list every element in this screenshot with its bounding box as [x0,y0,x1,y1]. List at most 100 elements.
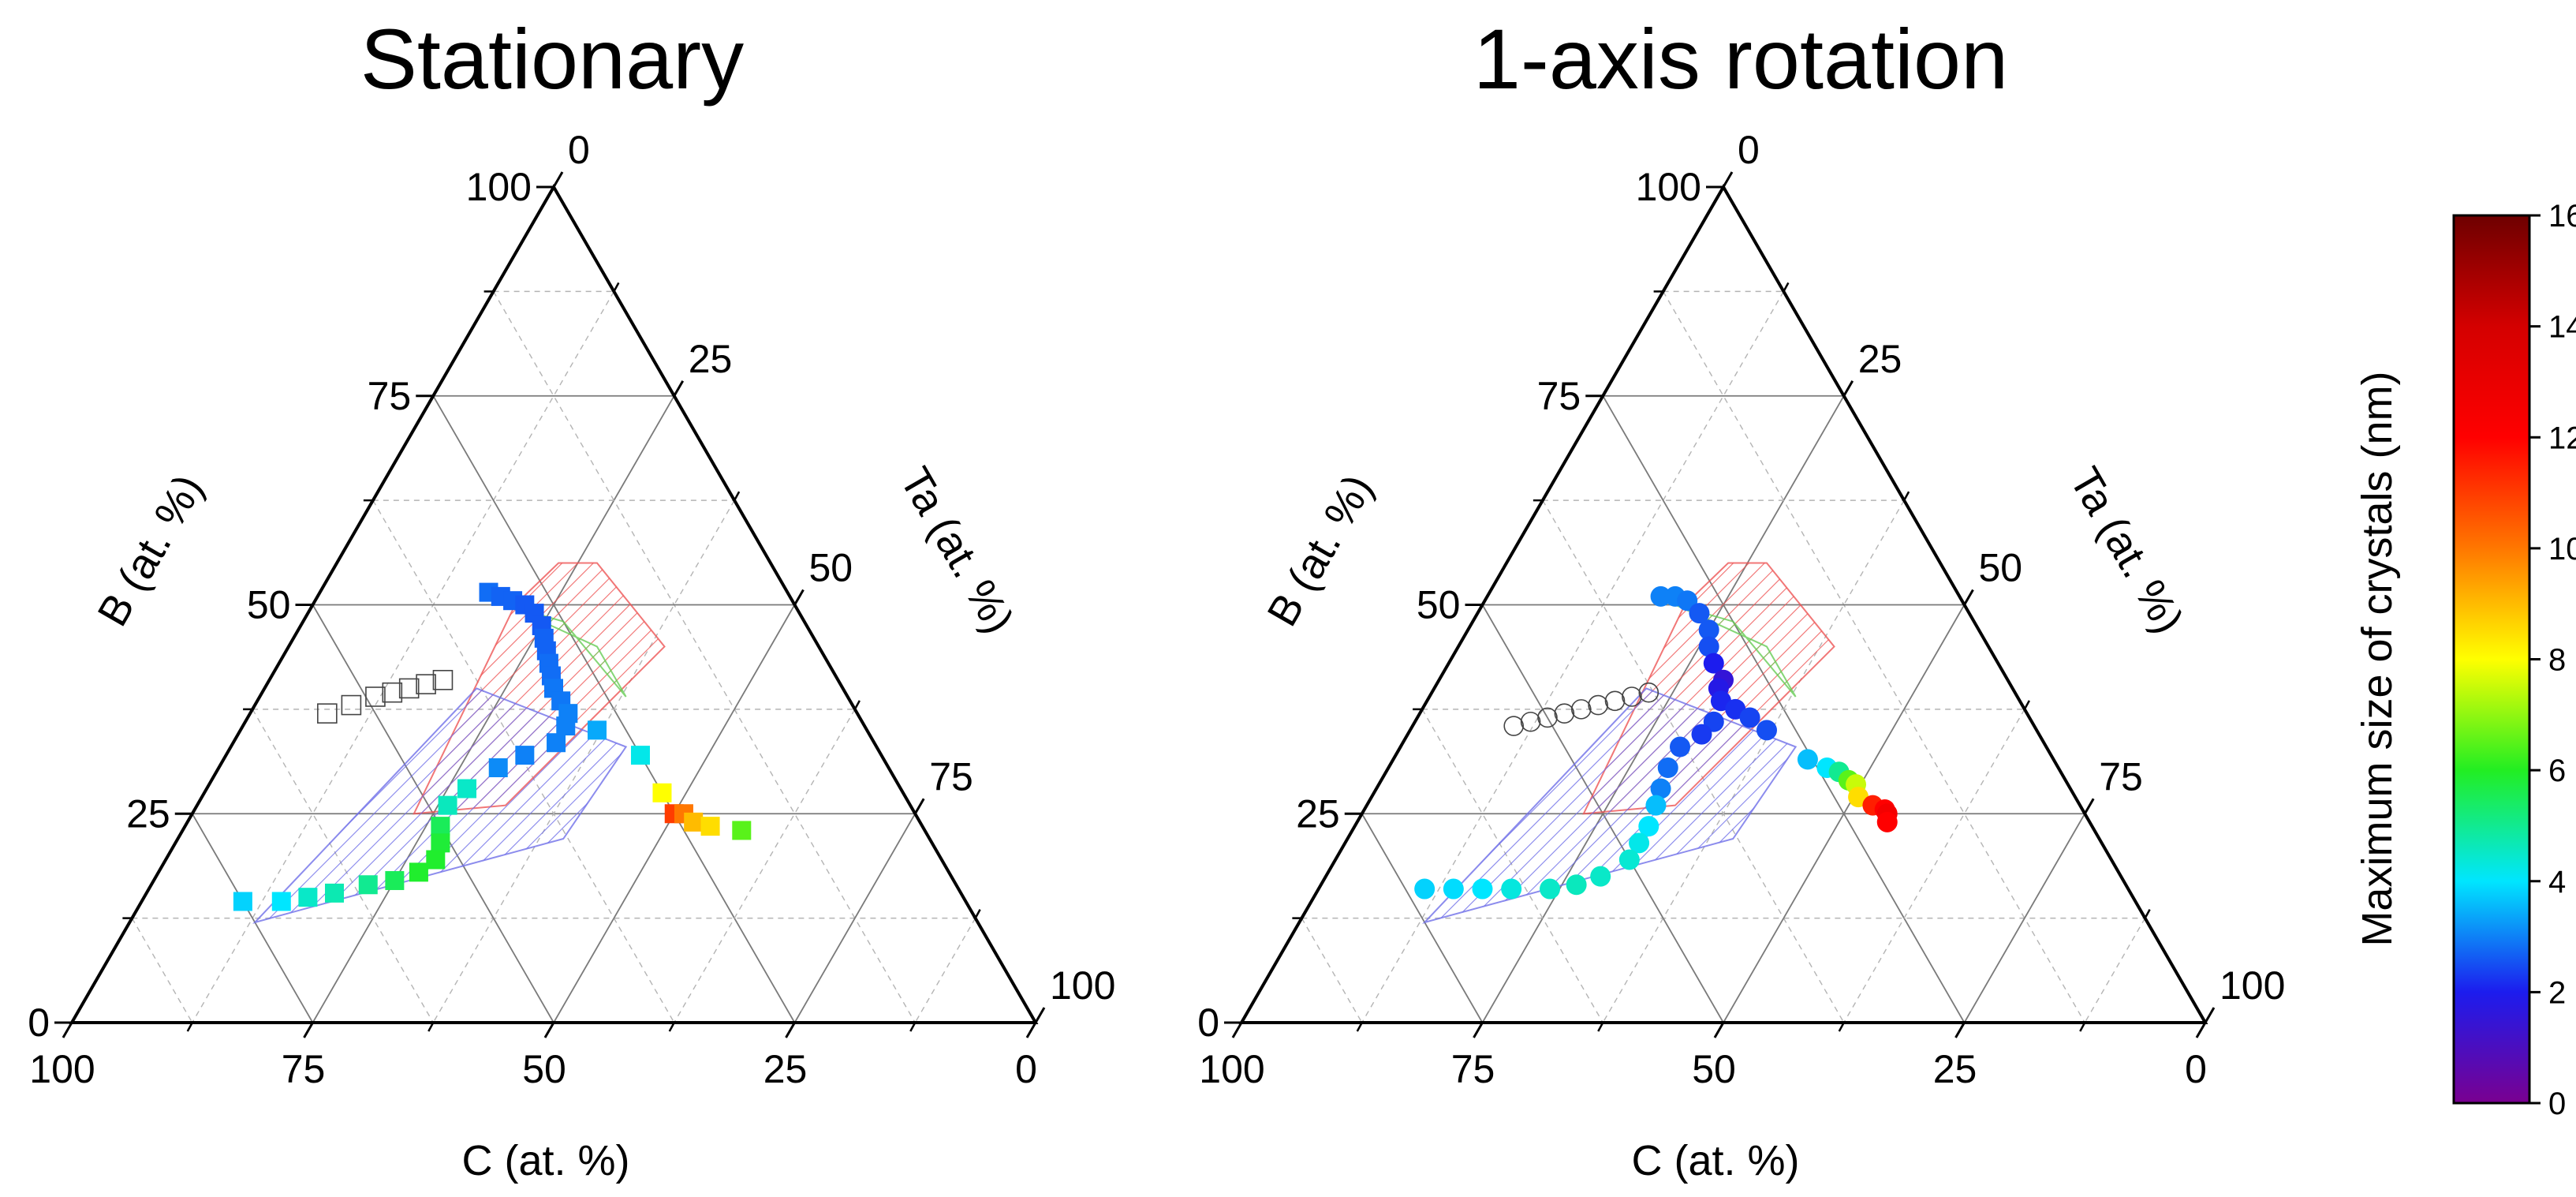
tick-label-b-50: 50 [247,583,291,627]
data-point [1645,795,1667,816]
tick-ta [913,798,925,815]
tick-c [2195,1022,2207,1038]
minor-tick [2023,700,2030,710]
data-point [409,862,428,882]
minor-tick [853,700,861,710]
open-marker [416,674,436,694]
tick-c [303,1022,314,1038]
green-region-area [505,604,627,698]
data-point [1698,636,1719,657]
tick-label-ta-0: 0 [568,128,590,172]
tick-label-b-0: 0 [28,1001,50,1045]
colorbar-tick-8: 8 [2548,643,2566,678]
tick-ta [1842,380,1854,397]
data-point [652,783,672,802]
open-marker [317,703,338,724]
tick-label-ta-50: 50 [809,546,853,590]
tick-labels: 0 25 50 75 100 100 75 50 25 0 0 25 50 75… [28,128,1115,1184]
tick-label-c-100: 100 [29,1047,95,1091]
grid-line [493,291,916,1023]
data-point [1414,878,1435,900]
grid-line [192,291,614,1023]
grid-line [793,813,917,1023]
minor-tick [2144,909,2151,919]
tick-ta [673,380,685,397]
colorbar-tick-4: 4 [2548,865,2566,900]
minor-tick [1903,491,1910,501]
blue-region-area [1422,687,1798,924]
tick-label-b-0: 0 [1197,1001,1219,1045]
tick-label-b-75: 75 [1537,374,1581,418]
tick-label-c-50: 50 [522,1047,566,1091]
regions [252,562,666,924]
tick-label-ta-100: 100 [2219,963,2285,1008]
tick-label-b-100: 100 [466,165,532,209]
data-point [732,821,752,840]
open-marker [1570,699,1592,720]
open-marker [1503,716,1525,736]
axis-label-c: C (at. %) [461,1137,629,1184]
axis-label-ta: Ta (at. %) [890,459,1022,641]
data-point [1650,778,1671,799]
open-marker [382,682,403,703]
colorbar-tick-0: 0 [2548,1087,2566,1121]
data-point [358,875,378,895]
data-point [1691,724,1712,745]
minor-tick [1356,1022,1363,1032]
tick-ta [1034,1007,1046,1023]
axis-label-ta: Ta (at. %) [2060,459,2192,641]
data-point [431,817,450,836]
tick-ta [2083,798,2095,815]
tick-label-c-50: 50 [1692,1047,1736,1091]
colorbar-tick-16: 16 [2548,199,2576,234]
tick-label-ta-25: 25 [1858,337,1902,381]
data-point [630,746,650,765]
data-point [1657,757,1678,779]
axis-label-b: B (at. %) [1258,467,1382,634]
chart-title: 1-axis rotation [1473,11,2008,107]
minor-tick [1597,1022,1604,1032]
chart-title: Stationary [360,11,744,107]
open-marker [432,670,454,690]
tick-label-b-75: 75 [368,374,412,418]
data-points [1414,585,1898,900]
grid-line [914,918,976,1023]
open-marker [1554,703,1575,724]
minor-tick [1783,282,1790,292]
data-point [587,720,607,740]
data-point [385,870,405,890]
data-points [233,582,752,911]
data-point [1566,874,1587,896]
tick-c [1473,1022,1484,1038]
grid-line [1963,813,2086,1023]
colorbar-tick-2: 2 [2548,975,2566,1010]
colorbar-label: Maximum size of crystals (nm) [2354,371,2401,946]
minor-tick [734,491,741,501]
data-point [438,795,457,815]
tick-label-c-0: 0 [2185,1047,2207,1091]
data-point [233,892,252,911]
colorbar-gradient [2452,214,2531,1105]
tick-label-ta-25: 25 [689,337,733,381]
axis-label-b: B (at. %) [88,467,212,634]
minor-tick [974,909,981,919]
grid-line [1843,709,2025,1023]
tick-c [62,1022,73,1038]
tick-ta [1722,171,1734,188]
open-marker [341,694,362,716]
grid-line [191,813,314,1023]
colorbar-tick-10: 10 [2548,532,2576,567]
data-point [1703,653,1724,674]
data-point [298,888,318,907]
data-point [1797,749,1818,770]
data-point [1650,585,1671,607]
data-point [324,883,344,903]
data-point [1501,878,1522,900]
tick-c [1231,1022,1243,1038]
colorbar: 0 2 4 6 8 10 12 14 16 Maximum size of cr… [2354,199,2576,1121]
data-point [1638,816,1659,837]
tick-c [1954,1022,1966,1038]
tick-label-c-25: 25 [1933,1047,1977,1091]
data-point [1629,832,1650,854]
data-point [1689,603,1710,624]
